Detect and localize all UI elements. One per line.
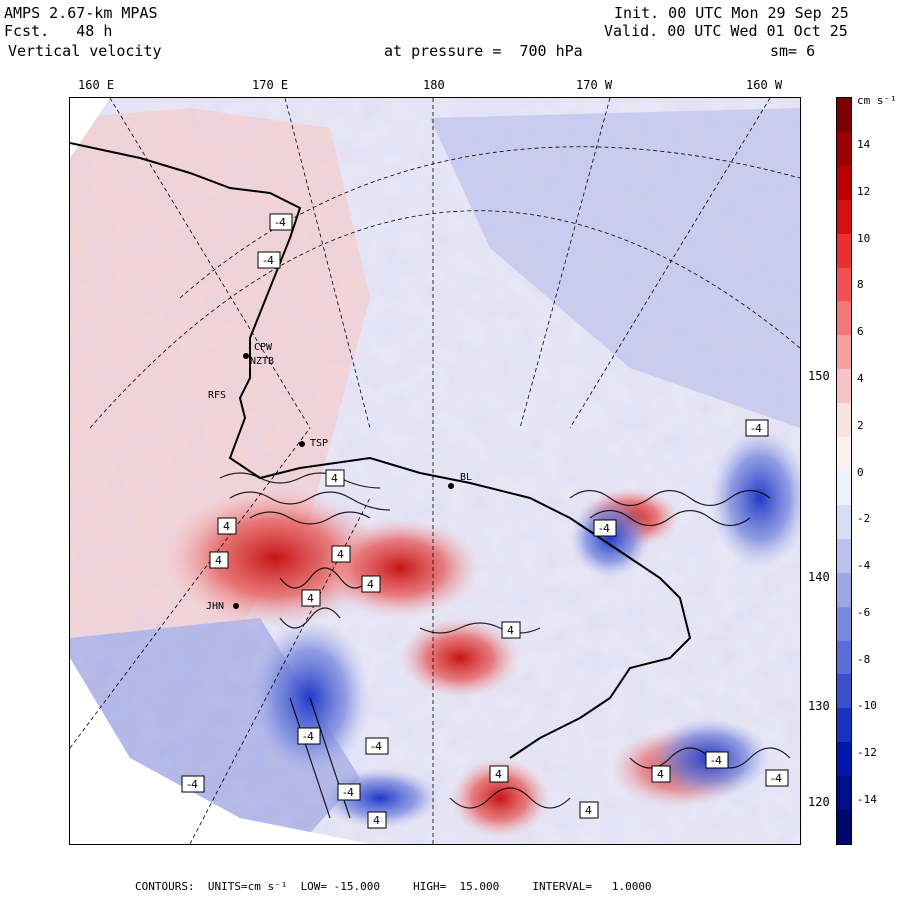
label-11: -4 (303, 730, 314, 743)
colorbar-swatch (837, 810, 851, 845)
descent-core-3 (710, 428, 800, 568)
label-15: -4 (711, 754, 722, 767)
colorbar-swatch (837, 267, 851, 302)
label-17: -4 (771, 772, 782, 785)
colorbar-swatch (837, 776, 851, 811)
colorbar-label: -6 (857, 605, 871, 619)
station-jhn: JHN (206, 601, 225, 612)
colorbar-swatch (837, 640, 851, 675)
init-time: Init. 00 UTC Mon 29 Sep 25 (614, 4, 849, 22)
station-nztb: NZTB (250, 356, 275, 367)
colorbar-swatch (837, 131, 851, 167)
colorbar-label: -2 (857, 512, 871, 526)
station-cpw: CPW (254, 342, 273, 353)
label-9: -4 (599, 522, 610, 535)
station-rfs: RFS (208, 390, 227, 401)
colorbar-label: -8 (857, 652, 871, 666)
pressure-level: at pressure = 700 hPa (384, 42, 583, 60)
label-6: 4 (367, 578, 374, 591)
colorbar-swatch (837, 98, 851, 133)
colorbar-swatch (837, 471, 851, 506)
lon-label-180: 180 (423, 78, 445, 92)
colorbar-swatch (837, 538, 851, 574)
colorbar-swatch (837, 674, 851, 709)
label-7: 4 (307, 592, 314, 605)
colorbar-label: -10 (857, 699, 877, 713)
smoothing: sm= 6 (770, 42, 816, 60)
station-tsp: TSP (310, 438, 329, 449)
colorbar-label: 6 (857, 325, 864, 339)
colorbar-label: 10 (857, 231, 871, 245)
lon-label-170e: 170 E (252, 78, 289, 92)
ascent-core-3 (400, 618, 520, 698)
colorbar-label: -14 (857, 793, 877, 806)
label-8: 4 (507, 624, 514, 637)
contour-info: CONTOURS: UNITS=cm s⁻¹ LOW= -15.000 HIGH… (135, 880, 652, 893)
colorbar-swatch (837, 606, 851, 642)
colorbar-label: 14 (857, 138, 871, 151)
label-4: 4 (215, 554, 222, 567)
colorbar-label: 8 (857, 278, 864, 292)
station-bl: BL (460, 472, 473, 483)
colorbar-label: -12 (857, 746, 877, 760)
noise-texture-red (70, 98, 800, 844)
colorbar-swatch (837, 504, 851, 540)
colorbar-swatch (837, 233, 851, 269)
model-title: AMPS 2.67-km MPAS (4, 4, 158, 22)
lon-label-160w: 160 W (746, 78, 783, 92)
ascent-core-5 (450, 758, 550, 838)
label-3: 4 (223, 520, 230, 533)
label-5: 4 (337, 548, 344, 561)
label-20: -4 (343, 786, 354, 799)
label-14: 4 (657, 768, 664, 781)
forecast-hour: Fcst. 48 h (4, 22, 113, 40)
label-0: -4 (275, 216, 286, 229)
colorbar-label: 2 (857, 418, 864, 432)
contour-labels: -4 -4 4 4 4 4 4 4 4 -4 -4 -4 4 (181, 213, 789, 829)
label-18: -4 (187, 778, 198, 791)
field-name: Vertical velocity (8, 42, 162, 60)
ascent-core-2 (320, 518, 480, 618)
colorbar-swatch (837, 403, 851, 438)
lon-label-160e: 160 E (78, 78, 115, 92)
colorbar-swatch (837, 572, 851, 608)
colorbar-swatch (837, 369, 851, 404)
colorbar-swatch (837, 742, 851, 777)
nodata-sw (70, 658, 370, 844)
colorbar-label: 4 (857, 371, 864, 385)
colorbar-swatch (837, 199, 851, 235)
colorbar-units: cm s⁻¹ (857, 94, 897, 107)
label-16: 4 (585, 804, 592, 817)
colorbar-swatch (837, 301, 851, 336)
label-12: 4 (495, 768, 502, 781)
colorbar-swatch (837, 437, 851, 472)
colorbar-swatch (837, 335, 851, 370)
vertical-velocity-map: -4 -4 4 4 4 4 4 4 4 -4 -4 -4 4 (69, 97, 801, 845)
lon-label-170w: 170 W (576, 78, 613, 92)
colorbar (836, 97, 852, 845)
colorbar-label: 12 (857, 184, 871, 198)
colorbar-swatch (837, 708, 851, 743)
colorbar-swatch (837, 165, 851, 201)
colorbar-label: -4 (857, 559, 871, 573)
colorbar-label: 0 (857, 465, 864, 479)
valid-time: Valid. 00 UTC Wed 01 Oct 25 (604, 22, 848, 40)
label-10: -4 (751, 422, 762, 435)
label-2: 4 (331, 472, 338, 485)
coastline (70, 142, 692, 759)
label-1: -4 (263, 254, 274, 267)
descent-core-5 (320, 768, 440, 828)
label-19: 4 (373, 814, 380, 827)
nodata-nw (70, 98, 110, 158)
map-graphics: -4 -4 4 4 4 4 4 4 4 -4 -4 -4 4 (70, 98, 800, 844)
label-13: -4 (371, 740, 382, 753)
station-markers (233, 353, 454, 609)
